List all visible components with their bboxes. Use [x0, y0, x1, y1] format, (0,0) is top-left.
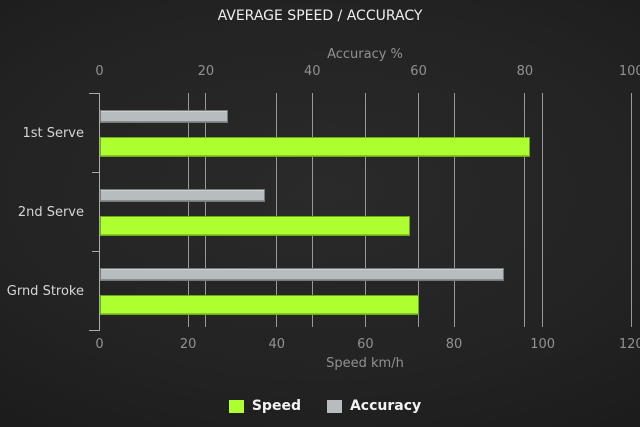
gridline-speed: [364, 93, 366, 327]
speed-swatch-icon: [228, 399, 244, 413]
speed-bar: [100, 294, 420, 315]
speed-bar: [100, 136, 530, 157]
y-axis-tick: [91, 250, 100, 252]
legend: Speed Accuracy: [5, 397, 640, 415]
chart-title: AVERAGE SPEED / ACCURACY: [217, 8, 423, 24]
accuracy-bar: [100, 109, 228, 123]
bottom-axis-tick: 100: [530, 337, 556, 352]
speed-bar: [100, 215, 411, 236]
bottom-axis-title: Speed km/h: [326, 356, 404, 371]
bottom-axis-tick: 20: [179, 337, 197, 352]
accuracy-bar: [100, 267, 505, 281]
category-label: 1st Serve: [22, 125, 84, 141]
y-axis-tick: [91, 171, 100, 173]
gridline-accuracy: [205, 93, 207, 327]
top-axis-tick: 60: [410, 64, 427, 79]
accuracy-swatch-icon: [326, 399, 342, 413]
top-axis-tick: 20: [197, 64, 215, 79]
gridline-speed: [276, 93, 278, 327]
gridline-speed: [542, 93, 544, 327]
y-axis-tick: [88, 92, 100, 94]
top-axis-tick: 40: [303, 64, 321, 79]
category-label: 2nd Serve: [17, 204, 84, 220]
gridline-accuracy: [418, 93, 420, 327]
top-axis-tick: 100: [618, 64, 640, 79]
top-axis-tick: 80: [516, 64, 534, 79]
legend-item-accuracy: Accuracy: [326, 398, 422, 414]
top-axis-tick: 0: [95, 64, 104, 79]
gridline-accuracy: [524, 93, 526, 327]
bottom-axis-tick: 60: [357, 337, 374, 352]
gridline-speed: [630, 93, 632, 327]
bottom-axis-tick: 80: [445, 337, 463, 352]
y-axis-line: [98, 93, 100, 330]
gridline-speed: [187, 93, 189, 327]
bottom-axis-tick: 0: [95, 337, 104, 352]
category-label: Grnd Stroke: [6, 283, 84, 299]
gridline-speed: [453, 93, 455, 327]
y-axis-tick: [88, 329, 100, 331]
legend-item-speed: Speed: [228, 398, 301, 414]
bottom-axis-tick: 120: [618, 337, 640, 352]
gridline-accuracy: [311, 93, 313, 327]
bottom-axis-tick: 40: [268, 337, 286, 352]
legend-label-accuracy: Accuracy: [349, 398, 422, 414]
legend-label-speed: Speed: [251, 398, 301, 414]
top-axis-title: Accuracy %: [327, 47, 403, 62]
accuracy-bar: [100, 188, 265, 202]
